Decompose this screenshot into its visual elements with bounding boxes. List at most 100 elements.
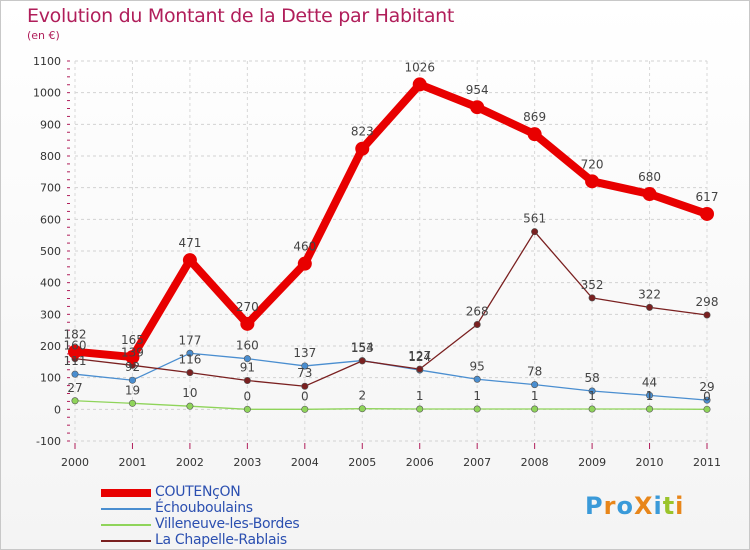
data-point bbox=[473, 320, 481, 328]
y-tick-label: 900 bbox=[40, 118, 61, 131]
x-tick-label: 2009 bbox=[578, 456, 606, 469]
data-label: 58 bbox=[584, 371, 599, 385]
data-label: 165 bbox=[121, 333, 144, 347]
x-tick-label: 2006 bbox=[406, 456, 434, 469]
data-point bbox=[531, 405, 539, 413]
y-tick-label: 100 bbox=[40, 372, 61, 385]
data-label: 0 bbox=[703, 389, 711, 403]
data-point bbox=[243, 355, 251, 363]
legend-swatch bbox=[101, 540, 151, 542]
data-label: 298 bbox=[696, 295, 719, 309]
y-tick-label: 0 bbox=[54, 403, 61, 416]
data-point bbox=[473, 375, 481, 383]
data-point bbox=[700, 206, 714, 221]
data-point bbox=[240, 316, 255, 331]
data-label: 322 bbox=[638, 287, 661, 301]
x-tick-label: 2003 bbox=[233, 456, 261, 469]
data-label: 19 bbox=[125, 383, 140, 397]
legend-label: COUTENçON bbox=[155, 484, 241, 500]
data-point bbox=[355, 141, 370, 156]
data-label: 27 bbox=[67, 381, 82, 395]
data-point bbox=[358, 405, 366, 413]
data-point bbox=[646, 303, 654, 311]
series-line bbox=[74, 400, 708, 410]
data-point bbox=[186, 349, 194, 357]
x-tick-label: 2002 bbox=[176, 456, 204, 469]
data-label: 1 bbox=[473, 389, 481, 403]
data-label: 1 bbox=[531, 389, 539, 403]
data-label: 617 bbox=[696, 190, 719, 204]
data-label: 154 bbox=[351, 341, 374, 355]
data-label: 111 bbox=[64, 354, 87, 368]
series-line bbox=[74, 352, 708, 401]
data-label: 44 bbox=[642, 375, 657, 389]
data-point bbox=[642, 187, 657, 201]
data-point bbox=[703, 405, 711, 413]
data-point bbox=[128, 399, 136, 407]
data-point bbox=[301, 382, 309, 390]
unit-label: (en €) bbox=[27, 29, 60, 42]
data-point bbox=[71, 397, 79, 405]
data-point bbox=[301, 362, 309, 370]
x-tick-label: 2000 bbox=[61, 456, 89, 469]
data-point bbox=[186, 369, 194, 377]
data-label: 0 bbox=[244, 389, 252, 403]
data-label: 73 bbox=[297, 366, 312, 380]
data-point bbox=[358, 357, 366, 365]
legend-swatch bbox=[101, 489, 151, 497]
data-label: 116 bbox=[178, 353, 201, 367]
data-point bbox=[470, 100, 485, 115]
data-label: 1 bbox=[416, 389, 424, 403]
data-point bbox=[182, 253, 197, 268]
y-tick-label: 1000 bbox=[33, 87, 61, 100]
data-label: 139 bbox=[121, 345, 144, 359]
y-tick-label: 700 bbox=[40, 182, 61, 195]
x-tick-label: 2007 bbox=[463, 456, 491, 469]
legend-label: La Chapelle-Rablais bbox=[155, 532, 287, 548]
data-point bbox=[588, 387, 596, 395]
data-label: 268 bbox=[466, 304, 489, 318]
data-label: 91 bbox=[240, 361, 255, 375]
data-label: 95 bbox=[470, 359, 485, 373]
y-tick-label: 300 bbox=[40, 308, 61, 321]
data-label: 153 bbox=[351, 341, 374, 355]
data-label: 177 bbox=[178, 333, 201, 347]
data-point bbox=[412, 77, 427, 92]
data-label: 352 bbox=[581, 278, 604, 292]
data-label: 182 bbox=[64, 328, 87, 342]
data-point bbox=[297, 256, 312, 271]
y-tick-label: 500 bbox=[40, 245, 61, 258]
data-point bbox=[703, 311, 711, 319]
x-tick-label: 2011 bbox=[693, 456, 721, 469]
data-label: 460 bbox=[293, 240, 316, 254]
data-label: 823 bbox=[351, 125, 374, 139]
proxiti-logo: ProXiti bbox=[585, 492, 685, 520]
data-label: 680 bbox=[638, 170, 661, 184]
legend-swatch bbox=[101, 508, 151, 510]
data-point bbox=[301, 405, 309, 413]
y-tick-label: 200 bbox=[40, 340, 61, 353]
data-label: 137 bbox=[293, 346, 316, 360]
x-tick-label: 2005 bbox=[348, 456, 376, 469]
data-label: 1 bbox=[646, 389, 654, 403]
data-label: 160 bbox=[64, 339, 87, 353]
data-point bbox=[585, 174, 600, 189]
x-tick-label: 2004 bbox=[291, 456, 319, 469]
data-point bbox=[128, 376, 136, 384]
data-label: 78 bbox=[527, 365, 542, 379]
data-point bbox=[473, 405, 481, 413]
data-label: 0 bbox=[301, 389, 309, 403]
data-point bbox=[703, 396, 711, 404]
y-tick-label: 400 bbox=[40, 277, 61, 290]
data-point bbox=[646, 405, 654, 413]
y-tick-label: 600 bbox=[40, 213, 61, 226]
data-label: 720 bbox=[581, 157, 604, 171]
data-point bbox=[531, 381, 539, 389]
data-point bbox=[68, 344, 82, 359]
chart-title: Evolution du Montant de la Dette par Hab… bbox=[27, 5, 455, 27]
data-label: 1 bbox=[588, 389, 596, 403]
data-label: 124 bbox=[408, 350, 431, 364]
data-point bbox=[588, 294, 596, 302]
data-label: 29 bbox=[699, 380, 714, 394]
